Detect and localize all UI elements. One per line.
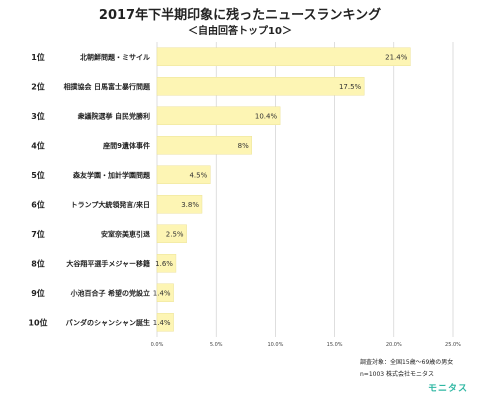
bar — [156, 77, 365, 96]
bar — [156, 106, 281, 125]
x-tick-label: 20.0% — [386, 342, 402, 348]
data-label: 4.5% — [189, 171, 207, 179]
rank-label: 6位 — [31, 199, 45, 209]
category-label: トランプ大統領発言/来日 — [71, 200, 150, 209]
category-label: 大谷翔平選手メジャー移籍 — [66, 259, 150, 268]
data-label: 17.5% — [339, 83, 362, 91]
chart-title: 2017年下半期印象に残ったニュースランキング — [98, 8, 382, 23]
x-tick-label: 0.0% — [151, 342, 164, 348]
data-label: 10.4% — [255, 112, 278, 120]
x-tick-label: 5.0% — [210, 342, 223, 348]
category-label: 衆議院選挙 自民党勝利 — [78, 111, 150, 120]
category-label: 座間9遺体事件 — [103, 141, 150, 150]
rank-label: 1位 — [31, 52, 45, 62]
category-label: 小池百合子 希望の党設立 — [70, 288, 150, 297]
rank-label: 4位 — [31, 140, 45, 150]
category-label: 相撲協会 日馬富士暴行問題 — [64, 82, 151, 91]
rank-label: 2位 — [31, 81, 45, 91]
bar — [156, 165, 211, 184]
brand-logo: モニタス — [428, 384, 469, 394]
bar — [156, 224, 187, 243]
chart-subtitle: ＜自由回答トップ10＞ — [188, 26, 292, 37]
category-label: パンダのシャンシャン誕生 — [66, 318, 150, 327]
x-tick-label: 25.0% — [445, 342, 461, 348]
rank-label: 9位 — [31, 288, 45, 298]
data-label: 2.5% — [166, 230, 184, 238]
data-label: 1.4% — [153, 289, 171, 297]
bar — [156, 313, 174, 332]
x-tick-label: 15.0% — [327, 342, 343, 348]
category-label: 北朝鮮問題・ミサイル — [80, 52, 150, 61]
x-tick-label: 10.0% — [267, 342, 283, 348]
category-label: 安室奈美恵引退 — [101, 229, 150, 238]
bar — [156, 47, 411, 66]
data-label: 8% — [238, 142, 249, 150]
rank-label: 3位 — [31, 111, 45, 121]
rank-label: 8位 — [31, 258, 45, 268]
data-label: 1.6% — [155, 260, 173, 268]
sample-size-note: n=1003 株式会社モニタス — [360, 371, 435, 378]
category-label: 森友学園・加計学園問題 — [73, 170, 151, 179]
data-label: 21.4% — [385, 53, 408, 61]
survey-target-note: 調査対象：全国15歳～69歳の男女 — [360, 359, 454, 366]
data-label: 3.8% — [181, 201, 199, 209]
bar — [156, 195, 203, 214]
rank-label: 5位 — [31, 170, 45, 180]
rank-label: 7位 — [31, 229, 45, 239]
rank-label: 10位 — [28, 317, 47, 327]
bar — [156, 254, 177, 273]
bar — [156, 136, 252, 155]
bar — [156, 283, 174, 302]
data-label: 1.4% — [153, 319, 171, 327]
